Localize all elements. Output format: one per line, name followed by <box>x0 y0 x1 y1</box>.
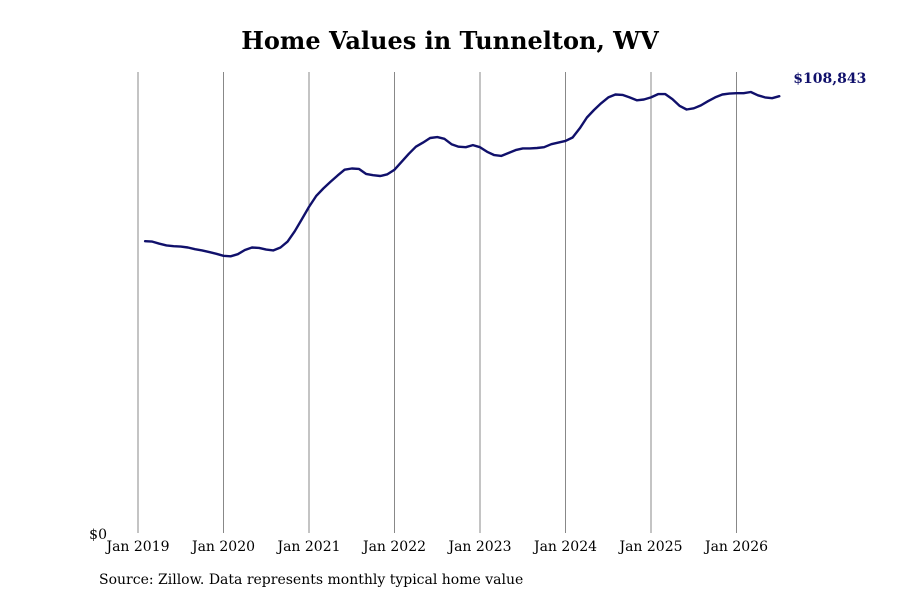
chart-title: Home Values in Tunnelton, WV <box>241 26 659 55</box>
x-tick-label-2: Jan 2021 <box>275 539 340 555</box>
x-tick-label-1: Jan 2020 <box>190 539 255 555</box>
x-tick-label-3: Jan 2022 <box>361 539 426 555</box>
source-note: Source: Zillow. Data represents monthly … <box>99 572 524 588</box>
x-tick-label-0: Jan 2019 <box>104 539 169 555</box>
home-value-line <box>143 90 781 258</box>
x-axis-ticks: Jan 2019 Jan 2020 Jan 2021 Jan 2022 Jan 2023… <box>104 539 768 555</box>
gridlines <box>137 72 737 533</box>
x-tick-label-7: Jan 2026 <box>703 539 768 555</box>
x-tick-label-6: Jan 2025 <box>617 539 682 555</box>
latest-value-label: $108,843 <box>793 71 866 87</box>
x-tick-label-5: Jan 2024 <box>532 539 597 555</box>
x-tick-label-4: Jan 2023 <box>446 539 511 555</box>
y-tick-label-zero: $0 <box>89 527 107 543</box>
